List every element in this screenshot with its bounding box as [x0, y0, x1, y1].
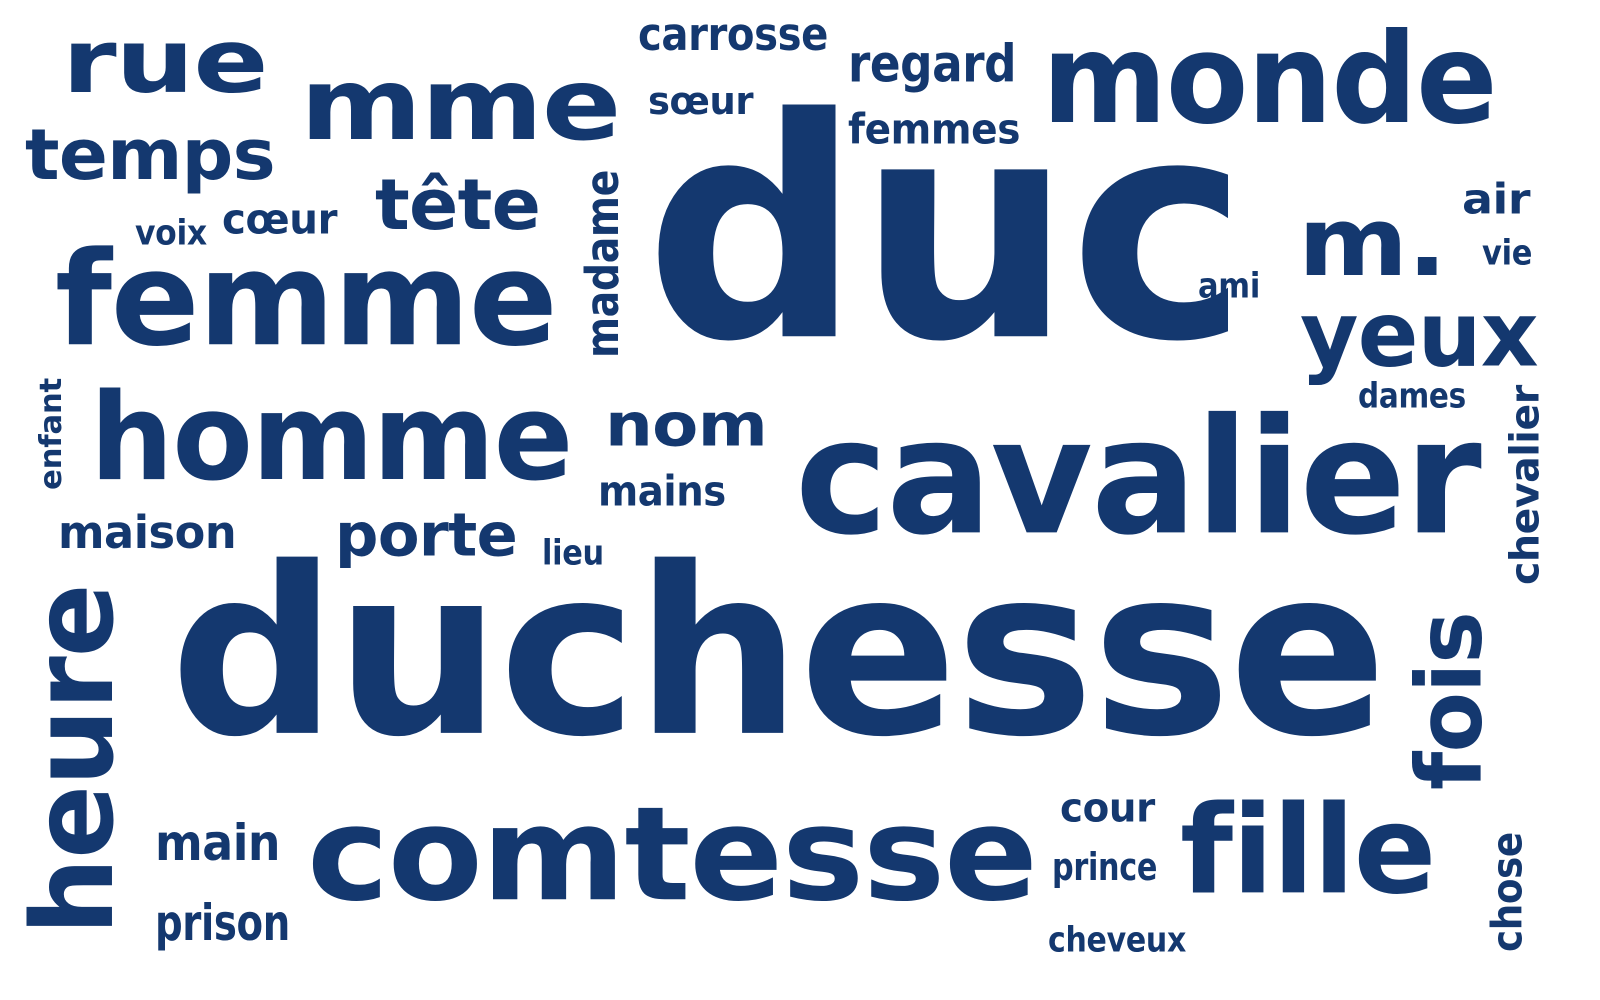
- word-comtesse: comtesse: [307, 778, 1038, 931]
- word-prison: prison: [155, 893, 290, 952]
- word-nom: nom: [605, 389, 768, 460]
- word-cavalier: cavalier: [795, 383, 1482, 571]
- word-chose: chose: [1482, 832, 1532, 952]
- word-cour: cour: [1060, 784, 1155, 832]
- word-maison: maison: [58, 505, 237, 559]
- word-regard: regard: [848, 33, 1017, 95]
- word-homme: homme: [90, 367, 573, 508]
- word-vie: vie: [1482, 231, 1533, 273]
- word-temps: temps: [25, 113, 276, 196]
- word-fois: fois: [1396, 611, 1503, 790]
- word-yeux: yeux: [1300, 281, 1539, 388]
- word-ami: ami: [1198, 264, 1260, 306]
- word-enfant: enfant: [33, 378, 69, 490]
- word-rue: rue: [62, 10, 268, 114]
- word-m: m.: [1298, 186, 1447, 298]
- word-lieu: lieu: [542, 531, 604, 573]
- word-mains: mains: [598, 466, 726, 516]
- word-madame: madame: [575, 170, 629, 358]
- word-air: air: [1462, 174, 1531, 224]
- word-cheveux: cheveux: [1048, 918, 1186, 960]
- word-monde: monde: [1042, 5, 1498, 152]
- word-mme: mme: [300, 46, 621, 163]
- word-duchesse: duchesse: [170, 517, 1387, 789]
- word-dames: dames: [1358, 374, 1466, 416]
- word-soeur: sœur: [648, 78, 754, 124]
- word-prince: prince: [1052, 844, 1158, 890]
- word-voix: voix: [135, 211, 207, 253]
- word-main: main: [155, 813, 281, 872]
- word-porte: porte: [335, 499, 518, 570]
- word-tete: tête: [375, 163, 541, 246]
- word-heure: heure: [7, 584, 139, 935]
- word-duc: duc: [645, 52, 1248, 410]
- word-coeur: cœur: [222, 194, 338, 244]
- word-fille: fille: [1180, 779, 1436, 922]
- word-femme: femme: [55, 223, 558, 376]
- word-femmes: femmes: [848, 104, 1021, 154]
- word-chevalier: chevalier: [1501, 385, 1549, 585]
- word-carrosse: carrosse: [638, 7, 828, 61]
